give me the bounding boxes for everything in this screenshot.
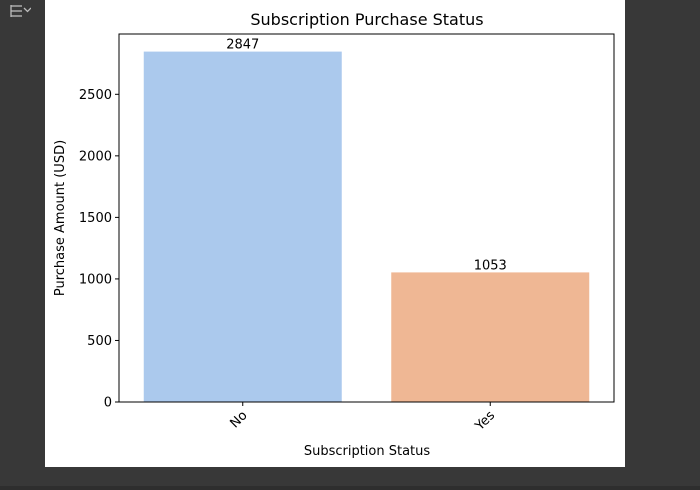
y-tick-label: 1000 [79, 272, 112, 287]
y-tick-label: 500 [87, 334, 112, 349]
x-tick-label: Yes [472, 408, 498, 434]
y-tick-label: 1500 [79, 211, 112, 226]
chart-title: Subscription Purchase Status [250, 10, 483, 29]
bar-yes [391, 272, 590, 402]
y-tick-label: 2000 [79, 149, 112, 164]
bar-value-label: 1053 [474, 258, 507, 273]
plot-frame [118, 33, 615, 403]
y-tick-label: 0 [104, 396, 112, 411]
bar-no [143, 51, 342, 402]
output-toggle-icon[interactable] [9, 2, 32, 20]
chart-figure: Subscription Purchase Status 0 500 1000 150… [45, 0, 625, 467]
x-tick-label: No [227, 408, 250, 431]
notebook-bottom-edge [0, 486, 700, 490]
y-tick-label: 2500 [79, 88, 112, 103]
x-axis-label: Subscription Status [304, 444, 431, 459]
bar-value-label: 2847 [226, 38, 259, 53]
y-axis-label: Purchase Amount (USD) [53, 140, 68, 296]
bar-chart: Subscription Purchase Status 0 500 1000 150… [53, 10, 615, 459]
